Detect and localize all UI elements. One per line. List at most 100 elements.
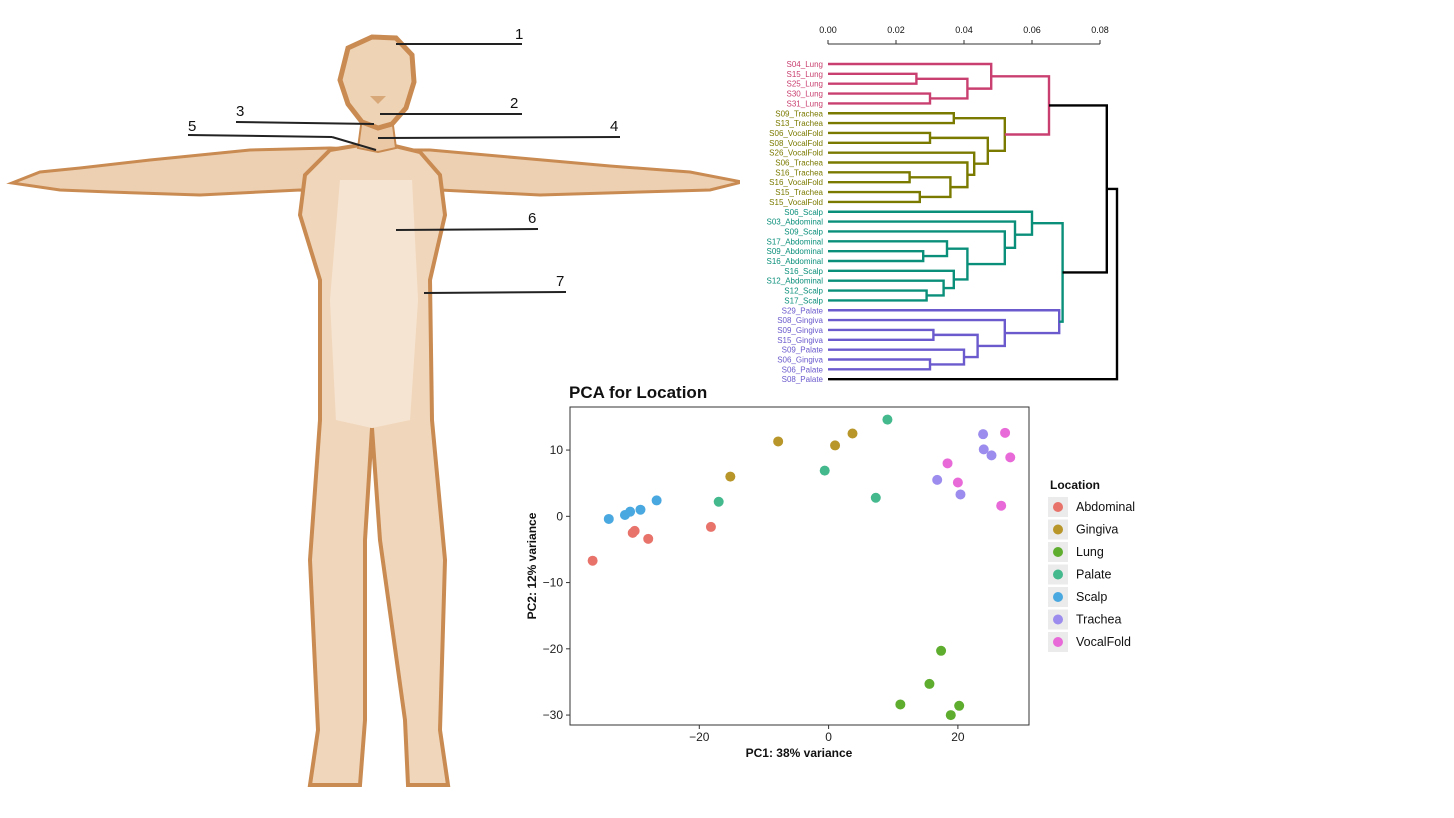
dendrogram-link — [828, 269, 955, 290]
dendrogram-link — [828, 348, 966, 366]
pca-chart: PCA for Location −20 0 20 10 0 −10 −20 −30 PC1:… — [525, 383, 1030, 760]
dendrogram-link — [916, 77, 969, 100]
dendrogram-leaf-label: S12_Scalp — [784, 287, 823, 296]
data-point-palate — [819, 465, 830, 476]
dendrogram-leaf-label: S13_Trachea — [775, 119, 823, 128]
legend-label: Trachea — [1076, 613, 1121, 627]
dendrogram-leaf-label: S08_Gingiva — [777, 316, 823, 325]
legend-label: Palate — [1076, 568, 1111, 582]
data-point-scalp — [625, 506, 636, 517]
dendrogram-leaf-label: S31_Lung — [787, 99, 823, 108]
legend-label: Gingiva — [1076, 523, 1118, 537]
dendrogram-link — [828, 92, 932, 105]
dendrogram: 0.00 0.02 0.04 0.06 0.08 S04_LungS15_LungS25… — [767, 25, 1119, 384]
dendrogram-leaf-label: S04_Lung — [787, 60, 823, 69]
x-tick-label: 20 — [951, 730, 965, 744]
legend-title: Location — [1050, 478, 1100, 492]
data-point-vocalfold — [952, 477, 963, 488]
dendrogram-leaf-label: S26_VocalFold — [769, 149, 823, 158]
callout-line-6 — [395, 228, 539, 231]
data-point-lung — [954, 700, 965, 711]
dendrogram-tick-label: 0.00 — [819, 25, 837, 35]
callout-numbers: 1 2 3 4 5 6 7 — [188, 26, 618, 290]
y-tick-label: 0 — [556, 509, 563, 523]
callout-line-5 — [187, 134, 333, 138]
dendrogram-leaf-label: S16_VocalFold — [769, 178, 823, 187]
dendrogram-link — [828, 131, 932, 144]
data-point-vocalfold — [942, 458, 953, 469]
legend-label: Lung — [1076, 545, 1104, 559]
callout-line-3 — [235, 121, 375, 125]
dendrogram-link — [828, 328, 935, 341]
x-axis-label: PC1: 38% variance — [746, 746, 853, 760]
dendrogram-leaf-labels: S04_LungS15_LungS25_LungS30_LungS31_Lung… — [767, 60, 824, 384]
dendrogram-link — [930, 136, 989, 165]
head-shape — [337, 34, 417, 131]
dendrogram-leaf-label: S30_Lung — [787, 90, 823, 99]
callout-number-4: 4 — [610, 118, 618, 135]
dendrogram-tick-label: 0.08 — [1091, 25, 1109, 35]
dendrogram-link — [828, 161, 969, 189]
y-axis-label: PC2: 12% variance — [525, 512, 539, 619]
legend-label: VocalFold — [1076, 635, 1131, 649]
legend-key — [1053, 502, 1063, 512]
data-point-trachea — [978, 444, 989, 455]
legend-key — [1053, 614, 1063, 625]
data-point-lung — [936, 645, 947, 656]
dendrogram-leaf-label: S09_Palate — [782, 346, 824, 355]
dendrogram-leaf-label: S25_Lung — [787, 80, 823, 89]
nose-shape — [370, 96, 386, 104]
data-point-palate — [870, 492, 881, 503]
dendrogram-tick-label: 0.06 — [1023, 25, 1041, 35]
dendrogram-link — [828, 249, 925, 263]
callout-number-6: 6 — [528, 210, 536, 227]
callout-line-7 — [423, 291, 567, 294]
data-point-gingiva — [725, 471, 736, 482]
dendrogram-link — [828, 187, 1119, 381]
dendrogram-tick-label: 0.04 — [955, 25, 973, 35]
dendrogram-leaf-label: S29_Palate — [782, 306, 824, 315]
x-tick-label: −20 — [689, 730, 710, 744]
data-point-abdominal — [643, 533, 654, 544]
dendrogram-links — [828, 62, 1119, 381]
dendrogram-leaf-label: S08_Palate — [782, 375, 824, 384]
data-point-abdominal — [587, 555, 598, 566]
dendrogram-link — [828, 240, 949, 258]
callout-number-1: 1 — [515, 26, 523, 43]
y-tick-label: −20 — [543, 642, 564, 656]
dendrogram-link — [828, 309, 1061, 335]
dendrogram-tick-label: 0.02 — [887, 25, 905, 35]
legend-label: Abdominal — [1076, 500, 1135, 514]
plot-panel — [569, 406, 1030, 726]
dendrogram-link — [828, 112, 955, 125]
legend-key — [1053, 569, 1063, 580]
dendrogram-leaf-label: S12_Abdominal — [767, 277, 824, 286]
data-point-trachea — [955, 489, 966, 500]
dendrogram-link — [828, 171, 911, 184]
dendrogram-leaf-label: S08_VocalFold — [769, 139, 823, 148]
dendrogram-leaf-label: S06_Palate — [782, 365, 824, 374]
dendrogram-link — [947, 247, 969, 281]
legend: Location Abdominal Gingiva Lung Palate Scalp… — [1048, 478, 1135, 652]
data-point-lung — [895, 699, 906, 710]
x-tick-label: 0 — [825, 730, 832, 744]
legend-key — [1053, 592, 1063, 602]
data-point-abdominal — [627, 527, 638, 538]
y-tick-label: 10 — [550, 443, 564, 457]
dendrogram-link — [828, 289, 928, 302]
dendrogram-leaf-label: S09_Scalp — [784, 227, 823, 236]
pca-points — [587, 414, 1016, 721]
dendrogram-link — [991, 75, 1051, 136]
dendrogram-link — [828, 279, 945, 297]
legend-key — [1053, 524, 1063, 535]
dendrogram-link — [909, 176, 952, 199]
dendrogram-leaf-label: S09_Abdominal — [767, 247, 824, 256]
dendrogram-link — [828, 72, 918, 85]
dendrogram-link — [828, 230, 1006, 266]
y-tick-label: −30 — [543, 708, 564, 722]
callout-number-2: 2 — [510, 95, 518, 112]
dendrogram-leaf-label: S06_Gingiva — [777, 356, 823, 365]
pca-ticks: −20 0 20 10 0 −10 −20 −30 — [543, 443, 965, 744]
data-point-gingiva — [830, 440, 841, 451]
dendrogram-leaf-label: S16_Trachea — [775, 168, 823, 177]
